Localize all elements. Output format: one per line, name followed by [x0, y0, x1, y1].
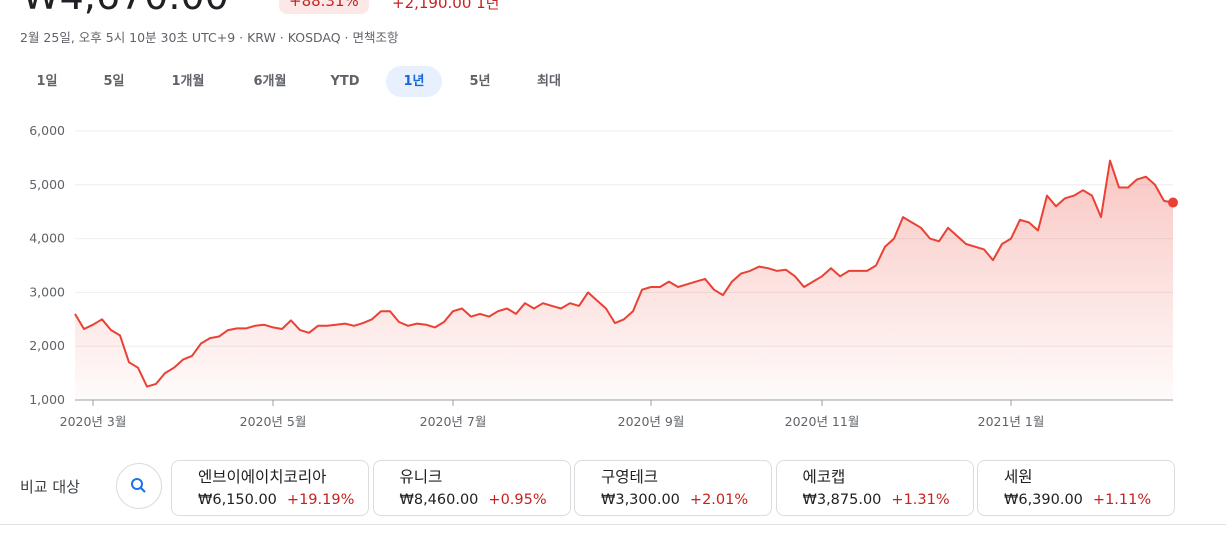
range-tab[interactable]: 1년	[386, 66, 442, 97]
x-tick-label: 2021년 1월	[978, 414, 1045, 429]
compare-card[interactable]: 에코캡 ₩3,875.00 +1.31%	[775, 460, 974, 516]
card-edge	[0, 524, 1226, 537]
stock-name: 유니크	[399, 468, 443, 486]
range-tab[interactable]: 5년	[469, 74, 491, 89]
chart: 1,000 2,000 3,000 4,000 5,000 6,000 2020년 3월 20…	[29, 123, 1178, 429]
area-fill	[75, 160, 1173, 400]
stock-name: 에코캡	[802, 468, 846, 486]
change-pct: +88.31%	[279, 0, 369, 14]
compare-card[interactable]: 구영테크 ₩3,300.00 +2.01%	[574, 460, 772, 516]
stock-price: ₩6,150.00	[198, 492, 277, 508]
price: ₩4,670.00	[22, 0, 229, 18]
last-point	[1168, 197, 1178, 208]
compare-card[interactable]: 유니크 ₩8,460.00 +0.95%	[372, 460, 571, 516]
price-line	[74, 159, 1174, 388]
x-tick-label: 2020년 3월	[60, 414, 127, 429]
stock-change: +1.11%	[1092, 492, 1152, 508]
stock-change: +19.19%	[286, 492, 355, 508]
x-tick-label: 2020년 7월	[420, 414, 487, 429]
range-tab[interactable]: 5일	[103, 74, 125, 89]
range-tab[interactable]: 1개월	[171, 74, 205, 89]
x-tick-label: 2020년 5월	[240, 414, 307, 429]
y-tick-label: 4,000	[29, 231, 65, 246]
search-button[interactable]	[116, 463, 162, 509]
range-tab[interactable]: 1일	[36, 74, 58, 89]
range-tab[interactable]: YTD	[330, 74, 360, 89]
compare-card[interactable]: 엔브이에이치코리아 ₩6,150.00 +19.19%	[171, 460, 369, 516]
y-tick-label: 2,000	[29, 338, 65, 353]
y-tick-label: 3,000	[29, 284, 65, 299]
search-icon	[131, 478, 146, 493]
stock-price: ₩6,390.00	[1004, 492, 1083, 508]
stock-price: ₩3,875.00	[802, 492, 882, 508]
stock-price: ₩3,300.00	[601, 492, 680, 508]
stock-change: +0.95%	[488, 492, 547, 508]
stock-price: ₩8,460.00	[399, 492, 479, 508]
range-tab[interactable]: 최대	[537, 74, 561, 89]
stock-change: +2.01%	[689, 492, 749, 508]
x-tick-label: 2020년 11월	[785, 414, 860, 429]
y-tick-label: 5,000	[29, 177, 65, 192]
y-tick-label: 1,000	[29, 392, 65, 407]
change-abs: +2,190.00 1년	[392, 0, 500, 12]
compare-label: 비교 대상	[20, 478, 80, 496]
compare-card[interactable]: 세원 ₩6,390.00 +1.11%	[977, 460, 1175, 516]
y-tick-label: 6,000	[29, 123, 65, 138]
stock-change: +1.31%	[891, 492, 950, 508]
stock-name: 세원	[1004, 468, 1033, 486]
subtitle: 2월 25일, 오후 5시 10분 30초 UTC+9 · KRW · KOSD…	[20, 30, 399, 45]
x-tick-label: 2020년 9월	[618, 414, 685, 429]
stock-name: 구영테크	[601, 468, 659, 486]
range-tab[interactable]: 6개월	[253, 74, 287, 89]
stock-name: 엔브이에이치코리아	[198, 468, 327, 486]
